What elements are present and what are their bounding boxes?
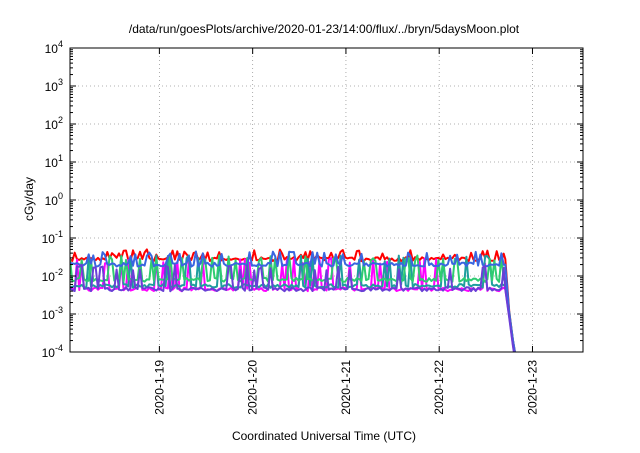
series-line-6 [70,263,515,352]
axes: 10-410-310-210-11001011021031042020-1-19… [42,39,583,415]
y-tick-label-exponent: -1 [55,229,63,239]
y-tick-label-base: 10 [45,156,59,170]
x-tick-label: 2020-1-19 [152,360,166,415]
series-line-5 [70,250,516,352]
x-tick-label: 2020-1-20 [246,360,260,415]
y-tick-label-exponent: 4 [58,39,63,49]
y-tick-label-base: 10 [45,118,59,132]
y-tick-label: 100 [45,191,63,208]
y-tick-label: 10-4 [42,343,63,360]
y-tick-label: 10-1 [42,229,63,246]
x-axis-label: Coordinated Universal Time (UTC) [232,429,416,443]
x-tick-label: 2020-1-23 [525,360,539,415]
series-line-4 [70,254,516,352]
y-tick-label: 103 [45,77,63,94]
y-tick-label-base: 10 [45,42,59,56]
series-line-1 [70,248,516,352]
y-tick-label-exponent: 0 [58,191,63,201]
y-axis-label: cGy/day [22,177,36,221]
y-tick-label-exponent: 3 [58,77,63,87]
y-tick-label: 102 [45,115,63,132]
y-tick-label-base: 10 [45,80,59,94]
grid [70,48,583,352]
x-tick-label: 2020-1-21 [339,360,353,415]
series-layer [70,248,516,352]
y-tick-label-exponent: 1 [58,153,63,163]
y-tick-label-exponent: -2 [55,267,63,277]
y-tick-label-base: 10 [45,194,59,208]
y-tick-label-exponent: -3 [55,305,63,315]
y-tick-label-base: 10 [42,270,56,284]
y-tick-label-exponent: 2 [58,115,63,125]
y-tick-label-exponent: -4 [55,343,63,353]
y-tick-label: 10-2 [42,267,63,284]
chart-title: /data/run/goesPlots/archive/2020-01-23/1… [129,22,520,36]
y-tick-label: 10-3 [42,305,63,322]
series-line-3 [70,254,516,352]
x-tick-label: 2020-1-22 [432,360,446,415]
y-tick-label-base: 10 [42,308,56,322]
y-tick-label: 104 [45,39,63,56]
y-tick-label-base: 10 [42,346,56,360]
y-tick-label: 101 [45,153,63,170]
y-tick-label-base: 10 [42,232,56,246]
